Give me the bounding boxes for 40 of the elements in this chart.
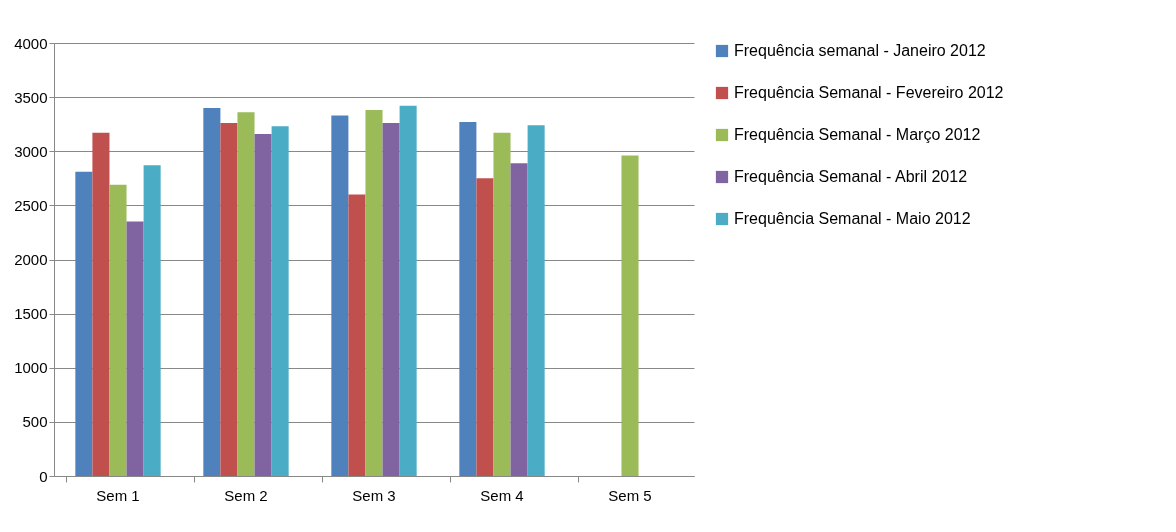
- bar: [75, 171, 93, 476]
- y-tick-label: 3000: [14, 142, 48, 160]
- bar: [476, 178, 494, 476]
- bar: [237, 112, 255, 476]
- x-tick-label: Sem 2: [224, 486, 268, 504]
- y-tick-label: 3500: [14, 88, 48, 106]
- bar: [331, 115, 349, 476]
- bar: [382, 123, 400, 476]
- x-tick-label: Sem 1: [96, 486, 140, 504]
- y-tick-label: 2500: [14, 196, 48, 214]
- bar: [365, 110, 383, 476]
- bar: [143, 165, 161, 476]
- bar: [399, 105, 417, 476]
- bar: [510, 163, 528, 476]
- y-tick-label: 1500: [14, 305, 48, 323]
- legend-label: Frequência Semanal - Março 2012: [734, 126, 981, 143]
- bar: [254, 133, 272, 476]
- bar: [203, 107, 221, 476]
- x-tick-label: Sem 3: [352, 486, 396, 504]
- x-tick-label: Sem 5: [608, 486, 652, 504]
- bar: [126, 221, 144, 476]
- legend-label: Frequência Semanal - Abril 2012: [734, 168, 968, 185]
- bar: [92, 132, 110, 476]
- y-tick-label: 1000: [14, 359, 48, 377]
- bar: [109, 184, 127, 476]
- legend-label: Frequência Semanal - Fevereiro 2012: [734, 84, 1004, 101]
- bar: [271, 126, 289, 476]
- y-tick-label: 500: [22, 413, 48, 431]
- x-tick-label: Sem 4: [480, 486, 524, 504]
- y-tick-label: 4000: [14, 34, 48, 52]
- y-tick-label: 0: [39, 467, 48, 485]
- bar: [527, 125, 545, 476]
- bar: [493, 132, 511, 476]
- legend-label: Frequência semanal - Janeiro 2012: [734, 42, 986, 59]
- y-tick-label: 2000: [14, 251, 48, 268]
- bar: [220, 123, 238, 476]
- bar: [621, 155, 639, 476]
- bar: [348, 194, 366, 476]
- legend-label: Frequência Semanal - Maio 2012: [734, 210, 971, 227]
- bar: [459, 122, 477, 476]
